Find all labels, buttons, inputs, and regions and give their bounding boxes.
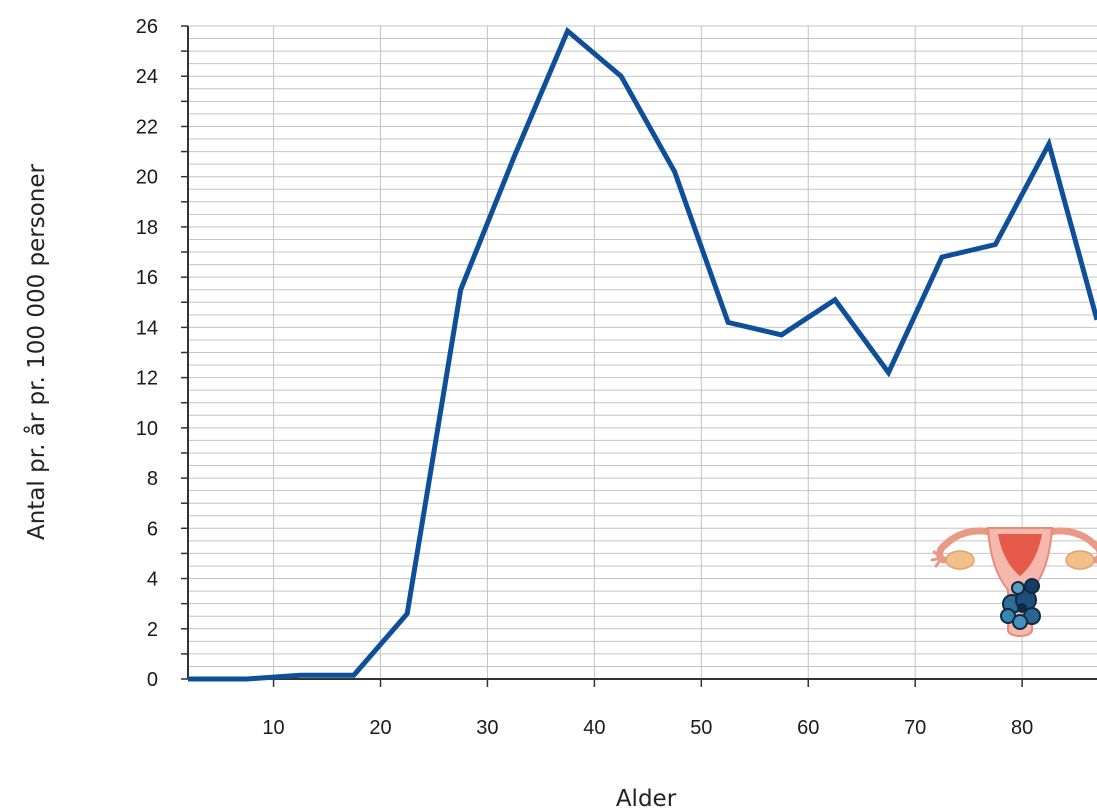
x-tick-label: 40 (583, 717, 605, 739)
y-tick-label: 12 (136, 368, 158, 390)
y-tick-label: 16 (136, 267, 158, 289)
x-tick-label: 70 (904, 717, 926, 739)
y-tick-label: 6 (147, 518, 158, 540)
y-tick-label: 8 (147, 468, 158, 490)
series-line (188, 26, 1097, 682)
y-tick-label: 24 (136, 66, 158, 88)
grid (188, 25, 1097, 680)
x-tick-label: 10 (262, 717, 284, 739)
x-axis-ticks: 10 20 30 40 50 60 70 80 (262, 679, 1033, 739)
y-tick-label: 26 (136, 16, 158, 38)
x-tick-label: 50 (690, 717, 712, 739)
series-layer (187, 26, 1097, 682)
x-tick-label: 60 (797, 717, 819, 739)
y-tick-label: 14 (136, 317, 158, 339)
y-tick-label: 2 (147, 619, 158, 641)
y-tick-label: 10 (136, 418, 158, 440)
uterus-illustration-icon (930, 527, 1097, 637)
y-tick-label: 18 (136, 217, 158, 239)
y-axis-title: Antal pr. år pr. 100 000 personer (22, 163, 50, 540)
y-tick-label: 0 (147, 669, 158, 691)
y-tick-label: 22 (136, 116, 158, 138)
x-axis-title: Alder (616, 786, 677, 812)
x-tick-label: 80 (1011, 717, 1033, 739)
x-tick-label: 30 (476, 717, 498, 739)
x-tick-label: 20 (369, 717, 391, 739)
y-tick-label: 4 (147, 569, 158, 591)
y-tick-label: 20 (136, 167, 158, 189)
